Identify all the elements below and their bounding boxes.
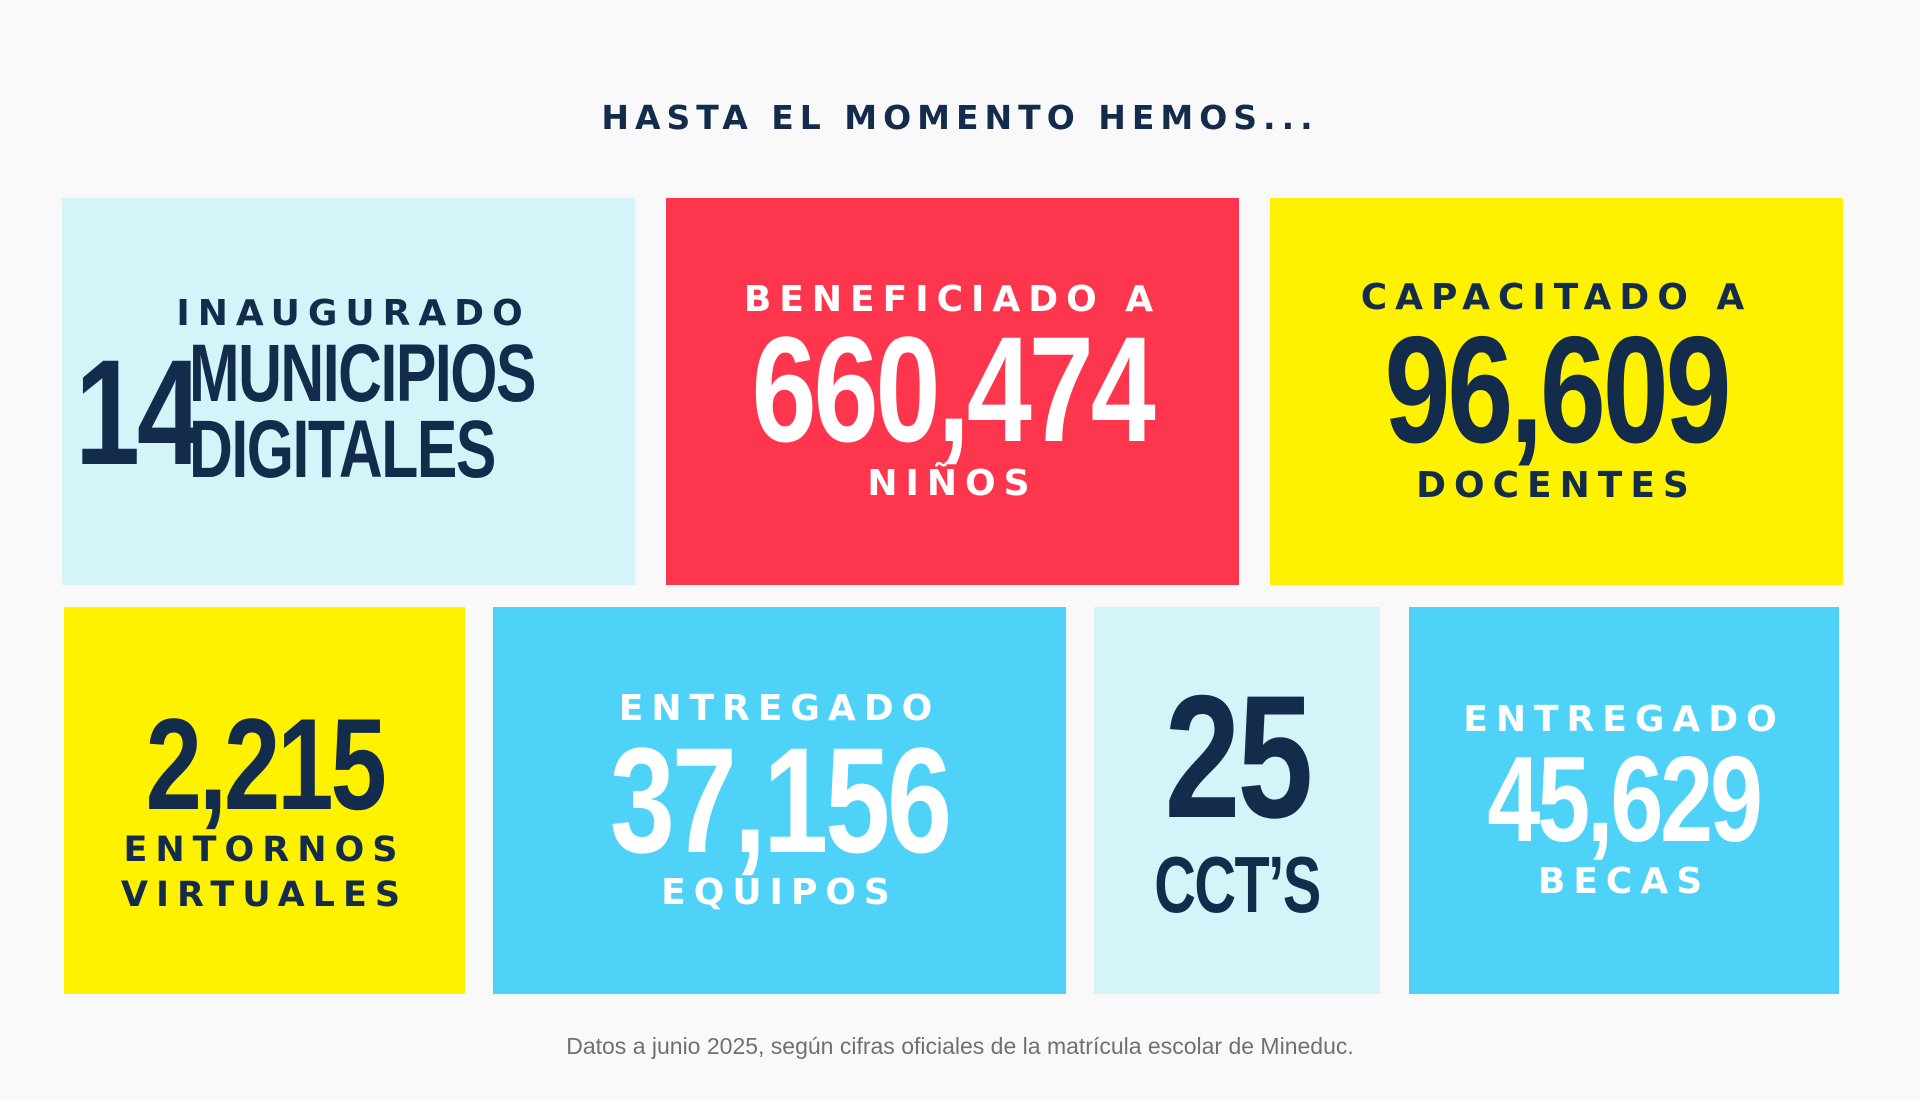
card-equipos: ENTREGADO 37,156 EQUIPOS (493, 607, 1066, 994)
card-equipos-label: ENTREGADO (618, 687, 941, 729)
card-municipios-text: MUNICIPIOS DIGITALES (189, 328, 536, 495)
card-entornos: 2,215 ENTORNOS VIRTUALES (64, 607, 465, 994)
card-municipios-label: INAUGURADO (176, 293, 531, 335)
card-equipos-unit: EQUIPOS (661, 871, 898, 913)
card-ccts: 25 CCT’S (1094, 607, 1380, 994)
card-becas: ENTREGADO 45,629 BECAS (1409, 607, 1839, 994)
card-ccts-number: 25 (1164, 660, 1313, 855)
card-docentes: CAPACITADO A 96,609 DOCENTES (1270, 198, 1843, 585)
card-municipios-figure: 14 MUNICIPIOS DIGITALES (40, 327, 656, 496)
card-entornos-unit1: ENTORNOS (123, 829, 406, 870)
card-becas-unit: BECAS (1537, 860, 1711, 902)
card-ninos: BENEFICIADO A 660,474 NIÑOS (666, 198, 1239, 585)
card-becas-number: 45,629 (1487, 730, 1763, 867)
card-entornos-number: 2,215 (145, 690, 386, 837)
card-becas-label: ENTREGADO (1463, 698, 1785, 740)
page-heading: HASTA EL MOMENTO HEMOS... (601, 98, 1319, 137)
card-municipios-number: 14 (75, 327, 202, 496)
card-docentes-unit: DOCENTES (1416, 464, 1697, 506)
card-entornos-unit2: VIRTUALES (120, 874, 409, 915)
card-docentes-number: 96,609 (1384, 304, 1732, 475)
card-ninos-number: 660,474 (751, 304, 1156, 473)
card-municipios-line2: DIGITALES (189, 403, 496, 495)
card-ninos-label: BENEFICIADO A (743, 278, 1162, 320)
card-ninos-unit: NIÑOS (867, 462, 1038, 504)
source-footnote: Datos a junio 2025, según cifras oficial… (566, 1033, 1354, 1059)
card-municipios: INAUGURADO 14 MUNICIPIOS DIGITALES (62, 198, 635, 585)
card-ccts-unit: CCT’S (1154, 840, 1321, 929)
card-docentes-label: CAPACITADO A (1360, 276, 1753, 318)
card-equipos-number: 37,156 (609, 715, 952, 884)
card-municipios-line1: MUNICIPIOS (189, 328, 536, 420)
